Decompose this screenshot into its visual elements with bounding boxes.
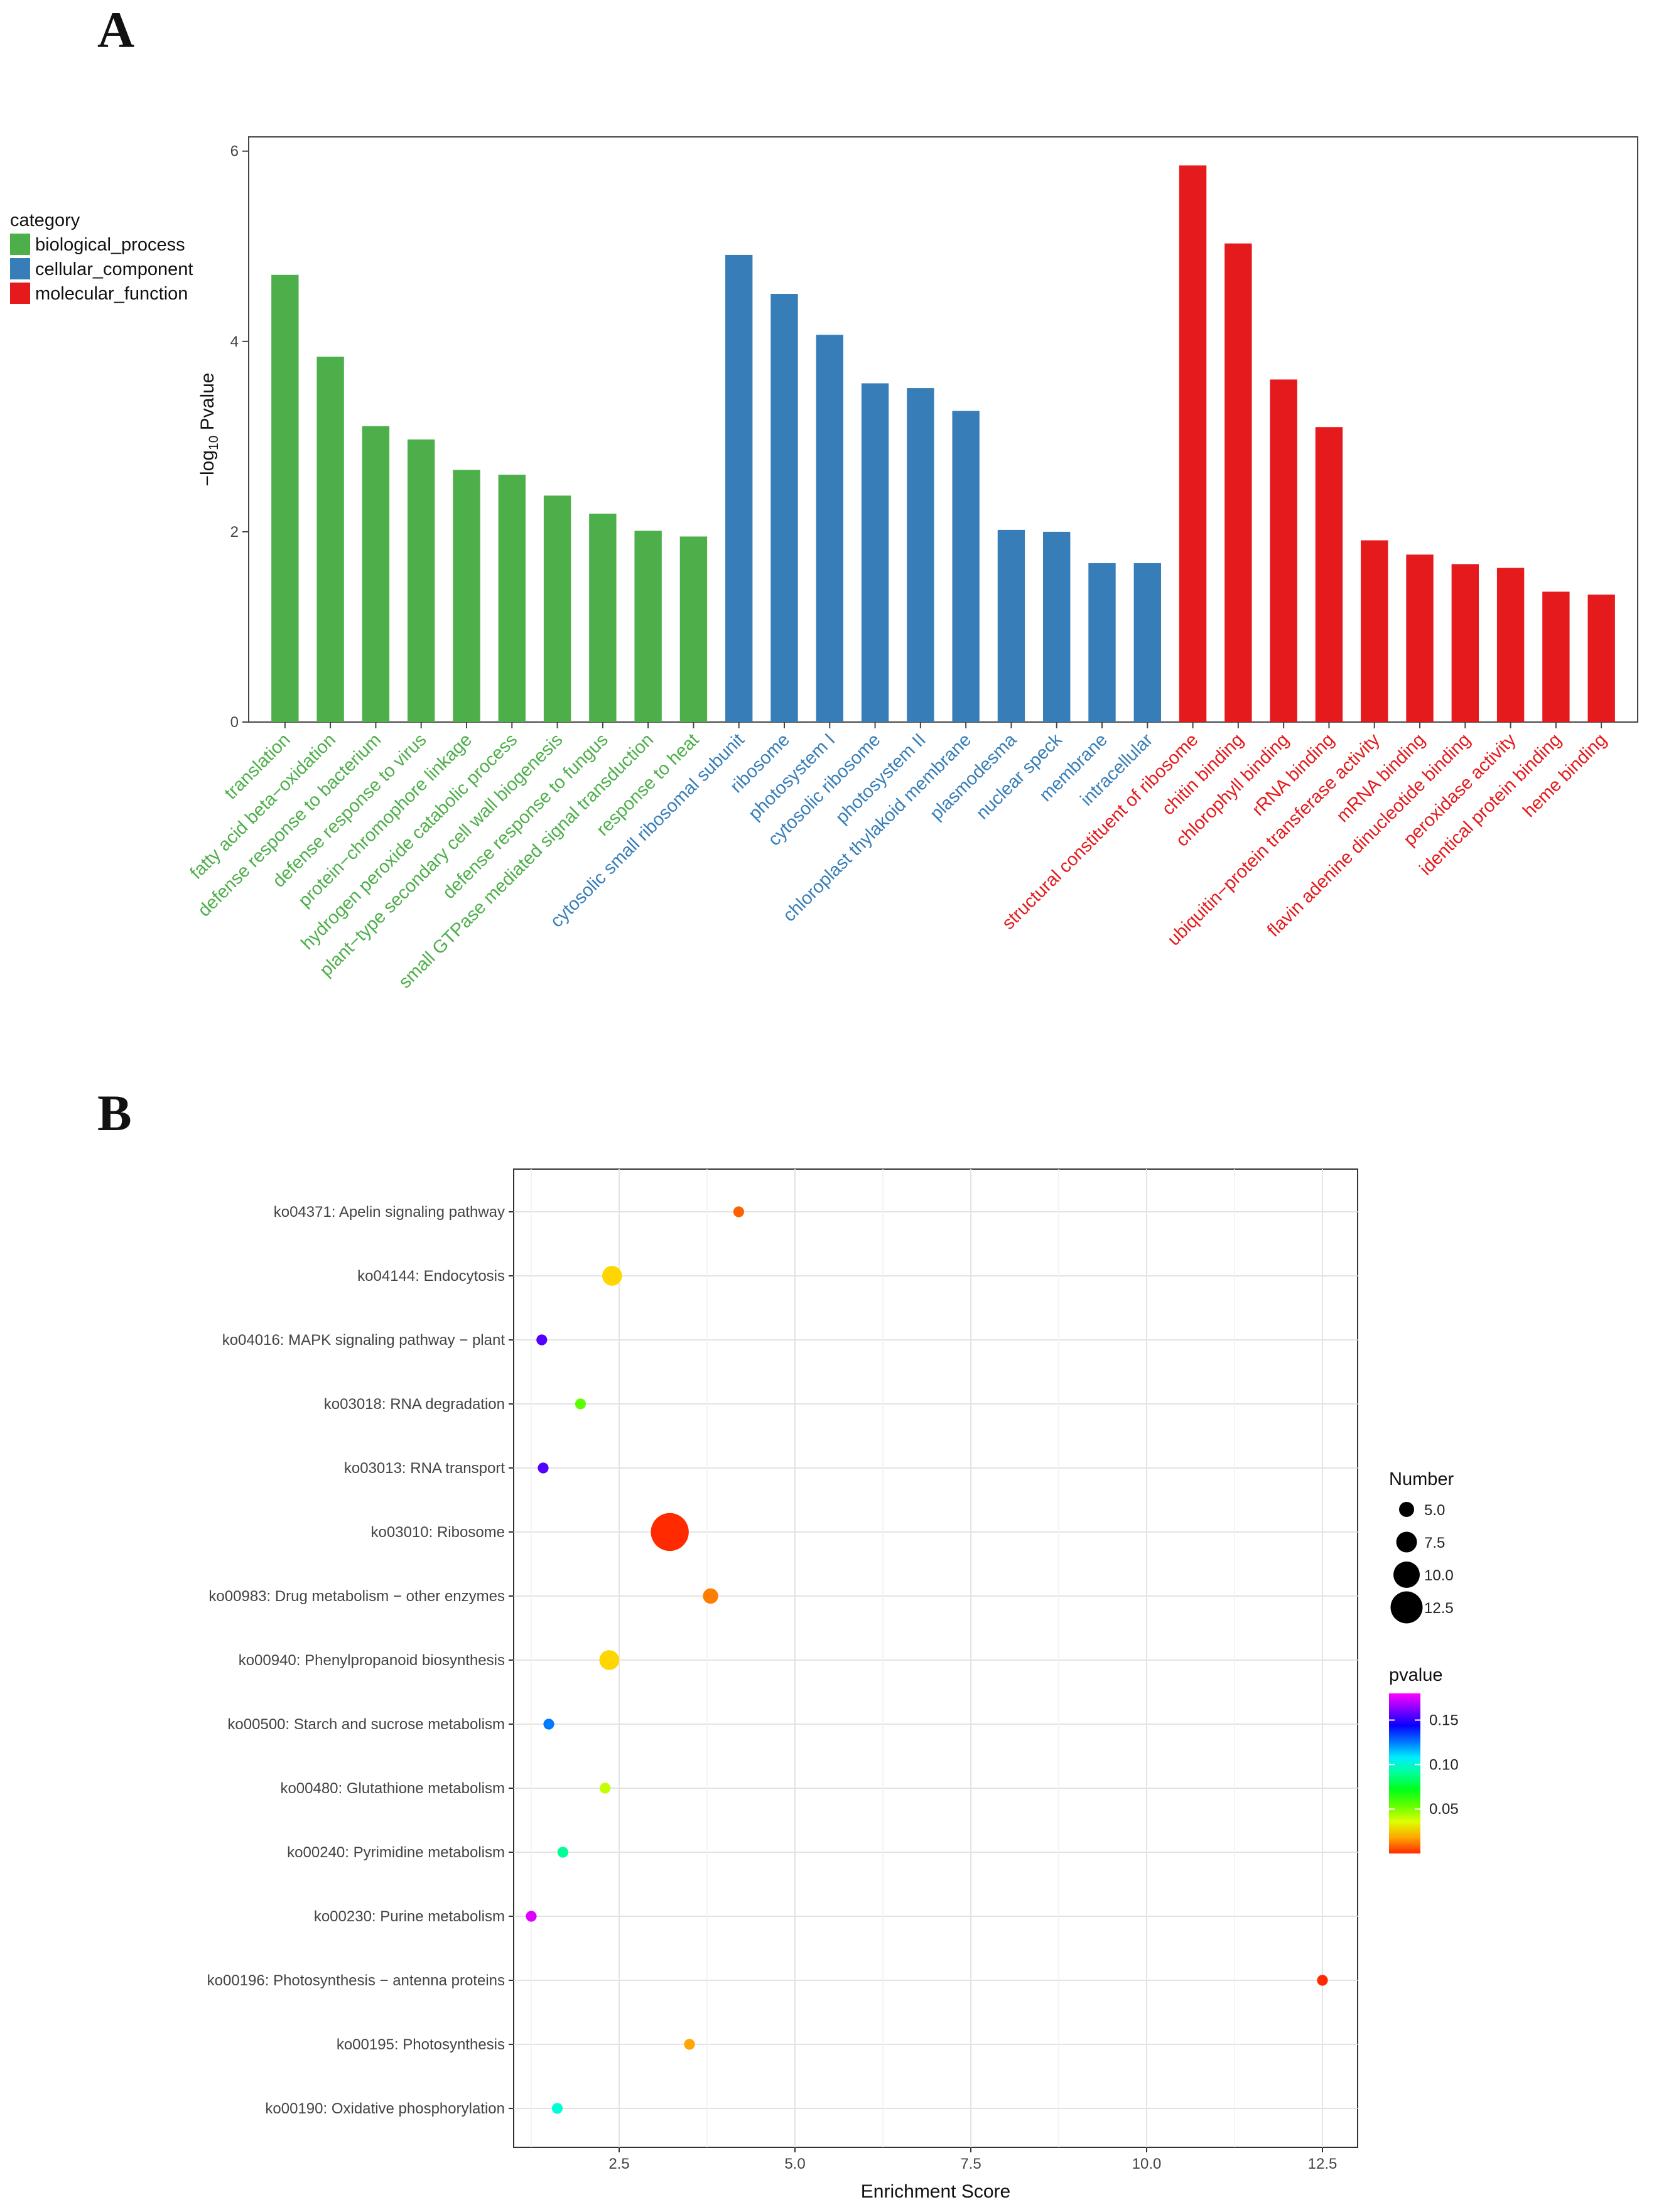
size-legend-dot bbox=[1393, 1562, 1420, 1588]
point-ko00196-photosynthesis-antenna-proteins bbox=[1317, 1975, 1328, 1986]
size-legend-label: 5.0 bbox=[1424, 1502, 1445, 1519]
bar-defense-response-to-fungus bbox=[589, 514, 617, 722]
bar-intracellular bbox=[1133, 563, 1161, 722]
bar-peroxidase-activity bbox=[1496, 568, 1525, 722]
point-ko00940-phenylpropanoid-biosynthesis bbox=[599, 1650, 620, 1670]
x-axis-label: Enrichment Score bbox=[861, 2181, 1010, 2202]
point-ko00983-drug-metabolism-other-enzymes bbox=[703, 1588, 718, 1604]
point-ko03018-rna-degradation bbox=[575, 1398, 586, 1410]
point-ko00230-purine-metabolism bbox=[526, 1911, 537, 1922]
size-legend-dot bbox=[1396, 1531, 1417, 1553]
y-tick-label: 2 bbox=[230, 524, 239, 541]
point-ko00480-glutathione-metabolism bbox=[600, 1783, 611, 1794]
bar-photosystem-ii bbox=[907, 388, 934, 722]
point-ko00240-pyrimidine-metabolism bbox=[557, 1847, 569, 1858]
x-tick-label: 7.5 bbox=[960, 2155, 981, 2172]
legend-swatch-biological-process bbox=[10, 234, 30, 255]
y-tick-label: 4 bbox=[230, 333, 239, 350]
y-axis-label: −log10 Pvalue bbox=[197, 373, 221, 487]
pathway-label: ko04371: Apelin signaling pathway bbox=[274, 1204, 505, 1221]
pathway-label: ko00230: Purine metabolism bbox=[314, 1908, 505, 1925]
bar-heme-binding bbox=[1587, 594, 1615, 722]
bar-response-to-heat bbox=[679, 536, 708, 722]
size-legend-label: 12.5 bbox=[1424, 1600, 1454, 1617]
color-legend-title: pvalue bbox=[1389, 1665, 1442, 1685]
bar-ribosome bbox=[770, 294, 798, 722]
bar-chlorophyll-binding bbox=[1270, 379, 1297, 722]
point-ko04371-apelin-signaling-pathway bbox=[733, 1206, 744, 1217]
bar-photosystem-i bbox=[816, 335, 843, 722]
point-ko00190-oxidative-phosphorylation bbox=[551, 2103, 563, 2114]
bar-hydrogen-peroxide-catabolic-process bbox=[498, 474, 526, 722]
pathway-label: ko00940: Phenylpropanoid biosynthesis bbox=[239, 1652, 505, 1669]
bar-plasmodesma bbox=[997, 529, 1025, 722]
x-tick-label: 2.5 bbox=[608, 2155, 629, 2172]
bar-plant-type-secondary-cell-wall-biogenesis bbox=[543, 495, 571, 722]
pathway-label: ko03018: RNA degradation bbox=[324, 1396, 505, 1413]
point-ko00500-starch-and-sucrose-metabolism bbox=[543, 1718, 554, 1730]
point-ko00195-photosynthesis bbox=[684, 2039, 695, 2050]
y-tick-label: 0 bbox=[230, 714, 239, 731]
panel-b-bubble-chart: 2.5 5.0 7.5 10.0 12.5 Enrichment Score ko04371… bbox=[207, 1168, 1459, 2202]
color-legend-label: 0.05 bbox=[1429, 1801, 1459, 1818]
bar-structural-constituent-of-ribosome bbox=[1179, 165, 1207, 723]
bar-defense-response-to-bacterium bbox=[362, 426, 390, 722]
bar-cytosolic-ribosome bbox=[861, 383, 889, 722]
bar-identical-protein-binding bbox=[1542, 591, 1570, 722]
pathway-label: ko03013: RNA transport bbox=[344, 1460, 505, 1477]
legend-label-cellular-component: cellular_component bbox=[35, 259, 193, 279]
legend-label-biological-process: biological_process bbox=[35, 235, 185, 255]
bar-fatty-acid-beta-oxidation bbox=[316, 357, 344, 722]
bar-small-gtpase-mediated-signal-transduction bbox=[634, 531, 662, 722]
pathway-label: ko03010: Ribosome bbox=[371, 1524, 505, 1541]
panel-b-label: B bbox=[97, 1084, 132, 1141]
legend-label-molecular-function: molecular_function bbox=[35, 284, 188, 304]
pathway-label: ko00195: Photosynthesis bbox=[337, 2036, 505, 2053]
bar-defense-response-to-virus bbox=[408, 439, 435, 722]
x-tick-label: 5.0 bbox=[784, 2155, 805, 2172]
bar-mrna-binding bbox=[1406, 554, 1434, 722]
point-ko04016-mapk-signaling-pathway-plant bbox=[536, 1334, 548, 1346]
legend-title: category bbox=[10, 210, 80, 230]
legend-swatch-molecular-function bbox=[10, 283, 30, 304]
pathway-label: ko00983: Drug metabolism − other enzymes bbox=[208, 1588, 505, 1605]
bar-rrna-binding bbox=[1315, 427, 1343, 722]
bar-chitin-binding bbox=[1224, 243, 1252, 722]
color-legend-bar bbox=[1389, 1693, 1420, 1853]
color-legend-label: 0.10 bbox=[1429, 1756, 1459, 1773]
pathway-label: ko04016: MAPK signaling pathway − plant bbox=[222, 1332, 505, 1349]
bar-ubiquitin-protein-transferase-activity bbox=[1361, 540, 1388, 722]
x-tick-label: 10.0 bbox=[1132, 2155, 1162, 2172]
pathway-label: ko00190: Oxidative phosphorylation bbox=[265, 2100, 505, 2117]
legend-swatch-cellular-component bbox=[10, 258, 30, 279]
size-legend-dot bbox=[1390, 1591, 1423, 1624]
y-tick-label: 6 bbox=[230, 143, 239, 160]
bar-chloroplast-thylakoid-membrane bbox=[952, 411, 980, 722]
size-legend-title: Number bbox=[1389, 1469, 1454, 1489]
plot-frame bbox=[248, 136, 1638, 723]
size-legend-dot bbox=[1399, 1502, 1414, 1517]
panel-a-label: A bbox=[97, 1, 134, 58]
point-ko03013-rna-transport bbox=[538, 1462, 549, 1474]
bar-translation bbox=[271, 274, 299, 722]
bar-flavin-adenine-dinucleotide-binding bbox=[1451, 564, 1479, 722]
point-ko03010-ribosome bbox=[651, 1513, 689, 1551]
x-tick-label: 12.5 bbox=[1308, 2155, 1338, 2172]
bar-cytosolic-small-ribosomal-subunit bbox=[725, 254, 753, 723]
size-legend-label: 10.0 bbox=[1424, 1567, 1454, 1584]
bar-protein-chromophore-linkage bbox=[453, 470, 480, 722]
color-legend-label: 0.15 bbox=[1429, 1712, 1459, 1729]
pathway-label: ko00480: Glutathione metabolism bbox=[280, 1780, 505, 1797]
point-ko04144-endocytosis bbox=[602, 1266, 622, 1286]
bar-membrane bbox=[1088, 563, 1116, 722]
bar-nuclear-speck bbox=[1043, 531, 1071, 722]
size-legend-label: 7.5 bbox=[1424, 1535, 1445, 1551]
plot-panel bbox=[513, 1168, 1358, 2148]
pathway-label: ko00240: Pyrimidine metabolism bbox=[287, 1844, 505, 1861]
pathway-label: ko04144: Endocytosis bbox=[357, 1268, 505, 1285]
pathway-label: ko00500: Starch and sucrose metabolism bbox=[227, 1716, 505, 1733]
pathway-label: ko00196: Photosynthesis − antenna protei… bbox=[207, 1972, 505, 1989]
